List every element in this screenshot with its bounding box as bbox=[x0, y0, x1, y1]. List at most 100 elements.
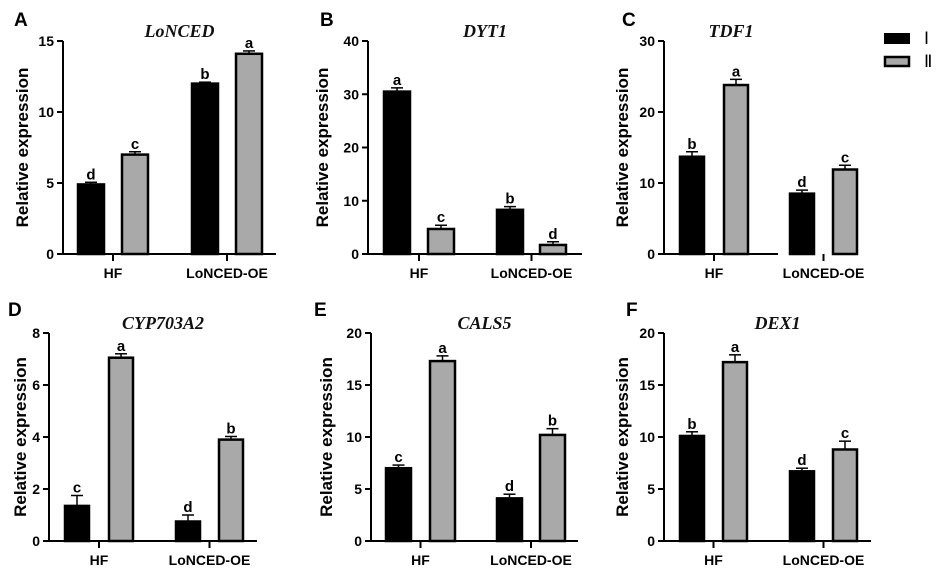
y-tick-label: 0 bbox=[647, 533, 655, 549]
legend-swatch-2 bbox=[883, 55, 911, 68]
bar-I-lonced-oe bbox=[495, 497, 524, 543]
panel-f: F DEX1 Relative expression 0 5 10 15 20 HF b a LoNC… bbox=[613, 300, 871, 568]
bar-II-lonced-oe bbox=[538, 243, 568, 256]
significance-letter: c bbox=[841, 149, 849, 166]
chart-title: DYT1 bbox=[462, 21, 507, 41]
y-tick-label: 0 bbox=[354, 533, 362, 549]
bar-II-lonced-oe bbox=[538, 433, 567, 543]
panel-a: A LoNCED Relative expression 0 5 10 15 HF d c LoNC… bbox=[13, 10, 276, 281]
y-tick-label: 5 bbox=[46, 175, 54, 191]
panels: A LoNCED Relative expression 0 5 10 15 HF d c LoNC… bbox=[8, 10, 871, 568]
significance-letter: c bbox=[437, 209, 445, 226]
x-tick-label: LoNCED-OE bbox=[186, 265, 268, 281]
bar-I-lonced-oe bbox=[174, 520, 202, 543]
y-tick-label: 30 bbox=[343, 86, 359, 102]
panel-letter: D bbox=[8, 300, 22, 321]
y-tick-label: 10 bbox=[38, 104, 54, 120]
y-tick-label: 0 bbox=[351, 246, 359, 262]
y-tick-label: 20 bbox=[343, 140, 359, 156]
y-tick-label: 0 bbox=[46, 246, 54, 262]
y-tick-label: 20 bbox=[639, 325, 655, 341]
y-tick-label: 40 bbox=[343, 33, 359, 49]
y-tick-label: 6 bbox=[32, 377, 40, 393]
y-tick-label: 5 bbox=[647, 481, 655, 497]
significance-letter: a bbox=[438, 340, 447, 357]
chart-title: LoNCED bbox=[143, 21, 214, 41]
bar-I-hf bbox=[678, 155, 706, 256]
x-tick-label: LoNCED-OE bbox=[783, 265, 865, 281]
bar-II-hf bbox=[721, 360, 749, 543]
x-tick-label: HF bbox=[411, 552, 430, 568]
bar-II-hf bbox=[722, 83, 750, 256]
significance-letter: d bbox=[505, 478, 514, 495]
significance-letter: b bbox=[687, 416, 696, 433]
bar-I-lonced-oe bbox=[788, 192, 816, 256]
x-tick-label: LoNCED-OE bbox=[490, 552, 572, 568]
significance-letter: a bbox=[245, 35, 254, 52]
panel-c: C TDF1 Relative expression 0 10 20 30 HF b a LoNCE… bbox=[613, 10, 864, 281]
y-tick-label: 4 bbox=[32, 429, 40, 445]
legend: Ⅰ Ⅱ bbox=[883, 29, 932, 71]
significance-letter: a bbox=[117, 338, 126, 355]
y-tick-label: 0 bbox=[647, 246, 655, 262]
x-tick-label: LoNCED-OE bbox=[783, 552, 865, 568]
significance-letter: d bbox=[86, 166, 95, 183]
significance-letter: b bbox=[505, 191, 514, 208]
bar-I-hf bbox=[678, 434, 706, 543]
bar-I-hf bbox=[382, 90, 412, 256]
y-tick-label: 2 bbox=[32, 481, 40, 497]
bar-II-hf bbox=[107, 356, 135, 543]
y-tick-label: 10 bbox=[346, 429, 362, 445]
bar-II-lonced-oe bbox=[831, 448, 859, 543]
panel-e: E CALS5 Relative expression 0 5 10 15 20 HF c a LoN… bbox=[314, 300, 578, 568]
bar-II-lonced-oe bbox=[234, 52, 264, 256]
significance-letter: c bbox=[131, 136, 139, 153]
bar-II-hf bbox=[426, 227, 456, 256]
y-axis-label: Relative expression bbox=[317, 357, 336, 517]
significance-letter: d bbox=[797, 174, 806, 191]
y-tick-label: 10 bbox=[639, 429, 655, 445]
panel-letter: E bbox=[314, 300, 327, 321]
y-tick-label: 15 bbox=[346, 377, 362, 393]
significance-letter: b bbox=[226, 420, 235, 437]
significance-letter: b bbox=[200, 66, 209, 83]
legend-label-1: Ⅰ bbox=[924, 29, 929, 48]
x-tick-label: HF bbox=[104, 265, 123, 281]
significance-letter: b bbox=[687, 136, 696, 153]
bar-I-hf bbox=[63, 504, 91, 543]
significance-letter: d bbox=[797, 452, 806, 469]
significance-letter: d bbox=[548, 226, 557, 243]
bar-II-lonced-oe bbox=[831, 168, 859, 256]
panel-letter: F bbox=[626, 300, 638, 321]
chart-title: CALS5 bbox=[457, 313, 511, 333]
bar-II-hf bbox=[428, 359, 457, 543]
significance-letter: a bbox=[731, 339, 740, 356]
panel-letter: A bbox=[14, 10, 28, 31]
bar-I-hf bbox=[384, 466, 413, 543]
bar-I-lonced-oe bbox=[788, 470, 816, 543]
y-axis-label: Relative expression bbox=[613, 357, 632, 517]
y-tick-label: 5 bbox=[354, 481, 362, 497]
y-tick-label: 15 bbox=[639, 377, 655, 393]
y-axis-label: Relative expression bbox=[13, 68, 32, 228]
y-axis-label: Relative expression bbox=[613, 68, 632, 228]
bar-I-lonced-oe bbox=[190, 82, 220, 256]
significance-letter: a bbox=[732, 63, 741, 80]
y-tick-label: 10 bbox=[639, 175, 655, 191]
x-tick-label: HF bbox=[704, 552, 723, 568]
bar-I-lonced-oe bbox=[495, 208, 525, 256]
significance-letter: c bbox=[841, 425, 849, 442]
y-tick-label: 20 bbox=[346, 325, 362, 341]
legend-label-2: Ⅱ bbox=[924, 52, 932, 71]
y-tick-label: 0 bbox=[32, 533, 40, 549]
panel-letter: B bbox=[320, 10, 334, 31]
significance-letter: d bbox=[183, 499, 192, 516]
y-tick-label: 30 bbox=[639, 33, 655, 49]
y-tick-label: 20 bbox=[639, 104, 655, 120]
x-tick-label: LoNCED-OE bbox=[169, 552, 251, 568]
chart-title: CYP703A2 bbox=[122, 313, 204, 333]
significance-letter: c bbox=[73, 480, 81, 497]
panel-b: B DYT1 Relative expression 0 10 20 30 40 HF a c LoN… bbox=[313, 10, 582, 281]
significance-letter: a bbox=[393, 72, 402, 89]
